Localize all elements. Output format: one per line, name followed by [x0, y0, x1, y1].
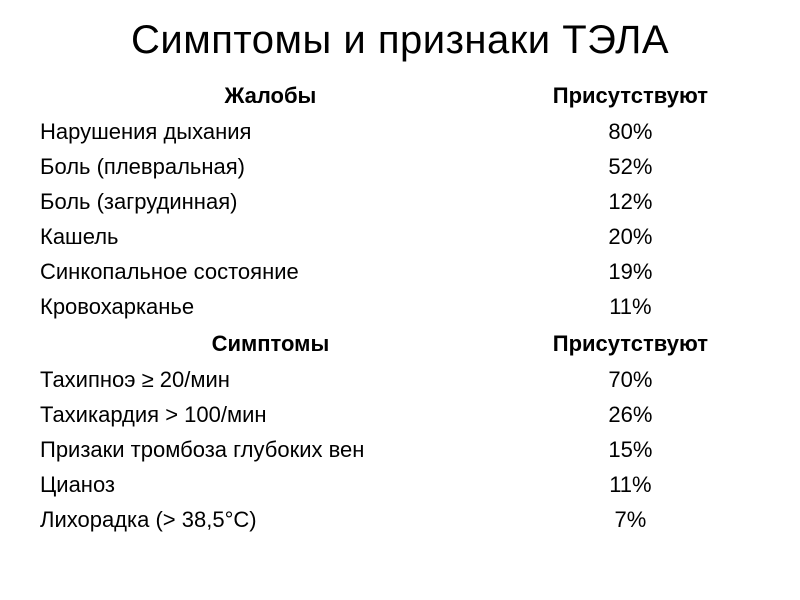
row-label: Лихорадка (> 38,5°С) — [40, 503, 501, 538]
table-header-row: Симптомы Присутствуют — [40, 325, 760, 363]
symptoms-table: Жалобы Присутствуют Нарушения дыхания 80… — [40, 77, 760, 538]
slide-title: Симптомы и признаки ТЭЛА — [40, 18, 760, 63]
table-row: Синкопальное состояние 19% — [40, 255, 760, 290]
row-value: 11% — [501, 468, 760, 503]
table-header-row: Жалобы Присутствуют — [40, 77, 760, 115]
table-row: Призаки тромбоза глубоких вен 15% — [40, 433, 760, 468]
row-label: Синкопальное состояние — [40, 255, 501, 290]
row-value: 52% — [501, 150, 760, 185]
row-value: 7% — [501, 503, 760, 538]
header-present-1: Присутствуют — [501, 77, 760, 115]
table-row: Боль (плевральная) 52% — [40, 150, 760, 185]
row-value: 19% — [501, 255, 760, 290]
table-row: Кровохарканье 11% — [40, 290, 760, 325]
row-label: Цианоз — [40, 468, 501, 503]
header-complaints: Жалобы — [40, 77, 501, 115]
row-label: Боль (плевральная) — [40, 150, 501, 185]
table-row: Нарушения дыхания 80% — [40, 115, 760, 150]
row-value: 11% — [501, 290, 760, 325]
table-row: Тахипноэ ≥ 20/мин 70% — [40, 363, 760, 398]
slide: Симптомы и признаки ТЭЛА Жалобы Присутст… — [0, 0, 800, 600]
row-label: Кашель — [40, 220, 501, 255]
row-label: Тахипноэ ≥ 20/мин — [40, 363, 501, 398]
table-row: Тахикардия > 100/мин 26% — [40, 398, 760, 433]
row-value: 26% — [501, 398, 760, 433]
row-label: Тахикардия > 100/мин — [40, 398, 501, 433]
header-symptoms: Симптомы — [40, 325, 501, 363]
row-value: 15% — [501, 433, 760, 468]
table-row: Кашель 20% — [40, 220, 760, 255]
table-row: Лихорадка (> 38,5°С) 7% — [40, 503, 760, 538]
row-value: 20% — [501, 220, 760, 255]
row-value: 70% — [501, 363, 760, 398]
row-value: 80% — [501, 115, 760, 150]
row-label: Кровохарканье — [40, 290, 501, 325]
row-label: Боль (загрудинная) — [40, 185, 501, 220]
row-label: Нарушения дыхания — [40, 115, 501, 150]
row-label: Призаки тромбоза глубоких вен — [40, 433, 501, 468]
table-row: Боль (загрудинная) 12% — [40, 185, 760, 220]
row-value: 12% — [501, 185, 760, 220]
header-present-2: Присутствуют — [501, 325, 760, 363]
table-row: Цианоз 11% — [40, 468, 760, 503]
